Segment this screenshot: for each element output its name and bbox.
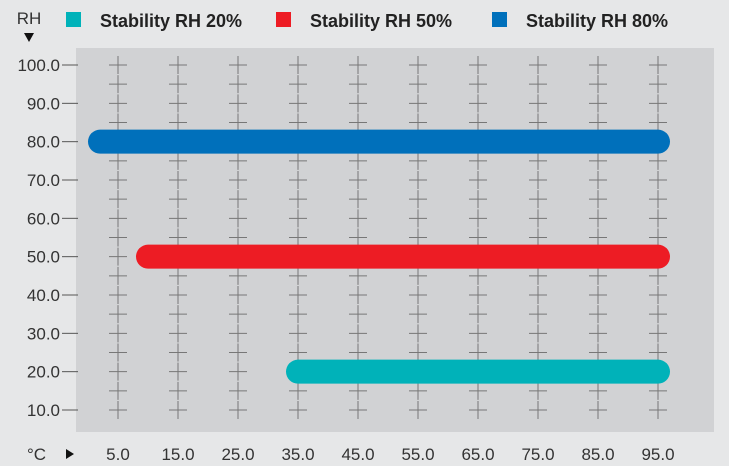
x-axis-title: °C bbox=[27, 445, 46, 464]
y-tick-label: 60.0 bbox=[27, 209, 60, 228]
x-tick-label: 15.0 bbox=[161, 445, 194, 464]
x-tick-label: 5.0 bbox=[106, 445, 130, 464]
legend-label: Stability RH 50% bbox=[310, 11, 452, 31]
y-tick-label: 20.0 bbox=[27, 363, 60, 382]
legend-label: Stability RH 80% bbox=[526, 11, 668, 31]
y-tick-label: 40.0 bbox=[27, 286, 60, 305]
x-tick-label: 95.0 bbox=[641, 445, 674, 464]
x-tick-label: 65.0 bbox=[461, 445, 494, 464]
y-tick-label: 80.0 bbox=[27, 133, 60, 152]
x-tick-label: 75.0 bbox=[521, 445, 554, 464]
x-tick-label: 25.0 bbox=[221, 445, 254, 464]
x-tick-label: 45.0 bbox=[341, 445, 374, 464]
y-axis-arrow-icon bbox=[24, 33, 34, 42]
y-tick-label: 70.0 bbox=[27, 171, 60, 190]
x-tick-label: 55.0 bbox=[401, 445, 434, 464]
y-tick-label: 90.0 bbox=[27, 94, 60, 113]
x-axis-arrow-icon bbox=[66, 449, 74, 459]
legend-label: Stability RH 20% bbox=[100, 11, 242, 31]
x-tick-label: 85.0 bbox=[581, 445, 614, 464]
x-axis: 5.0 15.0 25.0 35.0 45.0 55.0 65.0 75.0 85.0 95.0 bbox=[106, 445, 674, 464]
y-axis-title: RH bbox=[17, 9, 42, 28]
legend: Stability RH 20% Stability RH 50% Stabilit… bbox=[66, 11, 668, 31]
y-tick-label: 10.0 bbox=[27, 401, 60, 420]
y-axis: 100.0 90.0 80.0 70.0 60.0 50.0 40.0 30.0 20.0 10.… bbox=[17, 56, 78, 420]
stability-ranges bbox=[88, 129, 670, 384]
legend-swatch bbox=[66, 12, 81, 27]
y-tick-label: 50.0 bbox=[27, 248, 60, 267]
legend-swatch bbox=[276, 12, 291, 27]
y-tick-label: 30.0 bbox=[27, 324, 60, 343]
x-tick-label: 35.0 bbox=[281, 445, 314, 464]
legend-swatch bbox=[492, 12, 507, 27]
y-tick-label: 100.0 bbox=[17, 56, 60, 75]
